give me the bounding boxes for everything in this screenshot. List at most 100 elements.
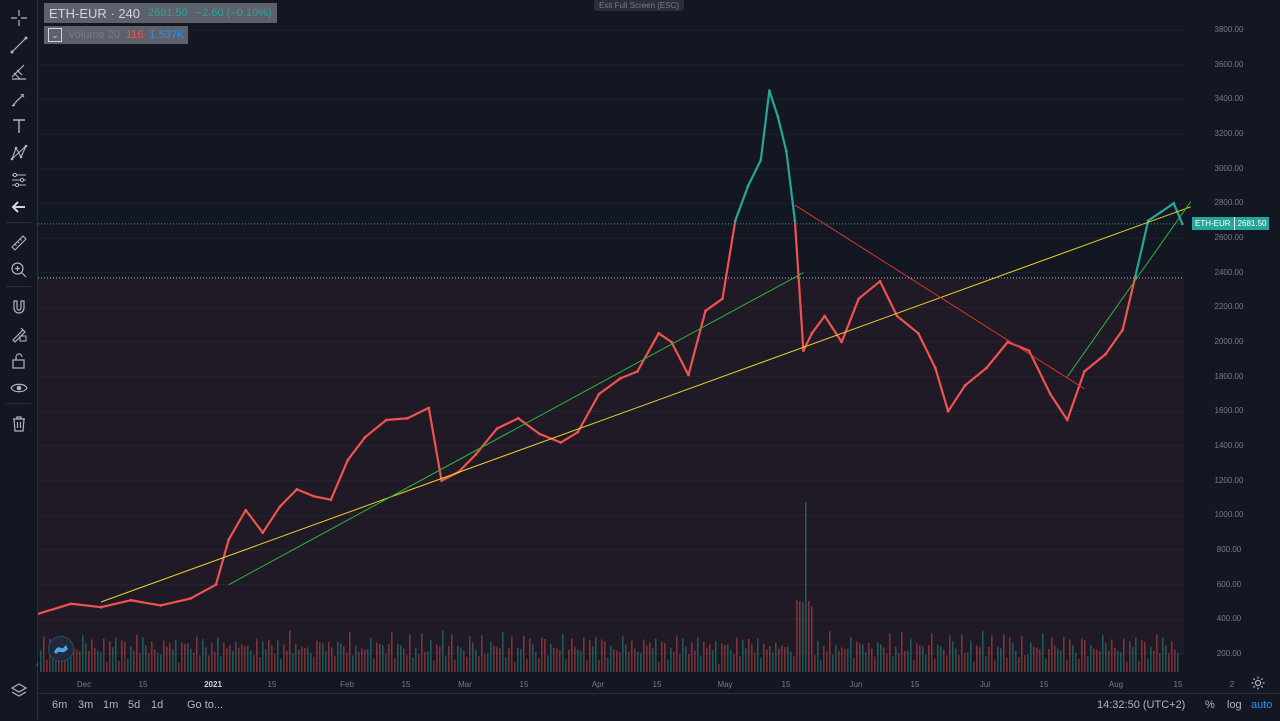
volume-bar (145, 645, 147, 672)
volume-bar (970, 640, 972, 672)
volume-bar (778, 648, 780, 672)
volume-bar (640, 653, 642, 672)
volume-legend[interactable]: ⌄ Volume 20 116 1.537K (44, 26, 189, 44)
volume-bar (1096, 649, 1098, 672)
volume-bar (199, 655, 201, 672)
volume-bar (829, 631, 831, 672)
lock-drawing-icon[interactable] (6, 321, 31, 346)
price-point (857, 297, 861, 301)
volume-bar (1159, 653, 1161, 672)
volume-bar (703, 641, 705, 672)
symbol-title[interactable]: ETH-EUR · 240 (49, 5, 141, 21)
prediction-icon[interactable] (6, 167, 31, 192)
log-toggle[interactable]: log (1227, 699, 1242, 711)
volume-bar (973, 661, 975, 672)
brush-icon[interactable] (6, 86, 31, 111)
volume-bar (250, 650, 252, 672)
volume-bar (337, 641, 339, 672)
percent-toggle[interactable]: % (1205, 699, 1215, 711)
text-icon[interactable] (6, 113, 31, 138)
logo-icon[interactable] (48, 636, 74, 662)
exit-fullscreen-button[interactable]: Exit Full Screen (ESC) (594, 0, 685, 11)
price-axis[interactable]: 3800.00 3600.00 3400.00 3200.00 3000.00 2800.… (1184, 0, 1280, 693)
gear-icon[interactable] (1250, 675, 1266, 691)
volume-bar (484, 654, 486, 672)
volume-bar (316, 640, 318, 672)
price-segment (1066, 370, 1086, 422)
volume-bar (874, 656, 876, 672)
clock-timezone[interactable]: 14:32:50 (UTC+2) (1097, 699, 1186, 711)
range-1m[interactable]: 1m (103, 699, 119, 711)
time-axis[interactable]: Dec 15 2021 15 Feb 15 Mar 15 Apr 15 May 15 Jun 15 Jul 1… (38, 676, 1234, 693)
volume-bar (1051, 637, 1053, 672)
price-chart[interactable] (38, 0, 1280, 693)
goto-date-button[interactable]: Go to... (187, 699, 224, 711)
scroll-left-icon[interactable]: ‹ (36, 660, 39, 669)
volume-bar (1171, 641, 1173, 672)
pitchfork-icon[interactable] (6, 59, 31, 84)
price-segment (329, 458, 350, 501)
price-point (670, 340, 673, 344)
trendline-green (1066, 201, 1192, 377)
volume-bar (91, 639, 93, 672)
volume-bar (298, 649, 300, 672)
auto-toggle[interactable]: auto (1251, 699, 1273, 711)
volume-bar (853, 657, 855, 672)
time-tick-label: Jun (849, 680, 863, 689)
volume-bar (1150, 646, 1152, 672)
volume-bar (712, 650, 714, 672)
volume-bar (265, 649, 267, 672)
symbol-legend[interactable]: ETH-EUR · 240 2681.50 −2.60 (−0.10%) (44, 3, 277, 23)
volume-indicator-name[interactable]: Volume 20 (68, 29, 120, 41)
volume-bar (718, 663, 720, 672)
trend-line-icon[interactable] (6, 32, 31, 57)
trash-icon[interactable] (6, 411, 31, 436)
range-3m[interactable]: 3m (78, 699, 94, 711)
volume-bar (130, 646, 132, 672)
price-segment (985, 340, 1009, 370)
range-6m[interactable]: 6m (52, 699, 68, 711)
price-point (895, 314, 899, 318)
zoom-in-icon[interactable] (6, 257, 31, 282)
price-point (516, 416, 520, 420)
time-tick-label: 15 (138, 680, 148, 689)
volume-bar (832, 654, 834, 672)
range-1d[interactable]: 1d (151, 699, 164, 711)
volume-bar (1045, 658, 1047, 672)
magnet-icon[interactable] (6, 294, 31, 319)
back-arrow-icon[interactable] (6, 194, 31, 219)
unlock-icon[interactable] (6, 348, 31, 373)
price-tick-label: 400.00 (1216, 614, 1242, 624)
volume-bar (322, 643, 324, 672)
chevron-down-icon[interactable]: ⌄ (48, 28, 62, 42)
range-5d[interactable]: 5d (128, 699, 141, 711)
volume-bar (376, 642, 378, 672)
chart-pane[interactable] (38, 0, 1280, 693)
volume-bar (325, 651, 327, 672)
price-tick-label: 3000.00 (1214, 163, 1244, 173)
crosshair-icon[interactable] (6, 5, 31, 30)
time-tick-label: 2 (1229, 680, 1235, 689)
ruler-icon[interactable] (6, 230, 31, 255)
price-point (933, 366, 937, 370)
volume-bar (1054, 645, 1056, 672)
volume-bar (676, 635, 678, 672)
volume-bar (1009, 637, 1011, 672)
volume-bar (655, 638, 657, 672)
volume-bar (631, 640, 633, 672)
volume-bar (490, 641, 492, 672)
price-segment (721, 219, 737, 300)
volume-bar (388, 644, 390, 672)
price-point (189, 597, 192, 600)
price-change: −2.60 (−0.10%) (195, 7, 272, 19)
layers-icon[interactable] (6, 678, 31, 703)
price-segment (840, 297, 860, 344)
volume-bar (97, 650, 99, 672)
volume-bar (1162, 637, 1164, 672)
volume-bar (133, 650, 135, 672)
price-point (244, 508, 248, 512)
eye-icon[interactable] (6, 375, 31, 400)
volume-bar (409, 634, 411, 672)
price-segment (1147, 210, 1163, 222)
pattern-icon[interactable] (6, 140, 31, 165)
